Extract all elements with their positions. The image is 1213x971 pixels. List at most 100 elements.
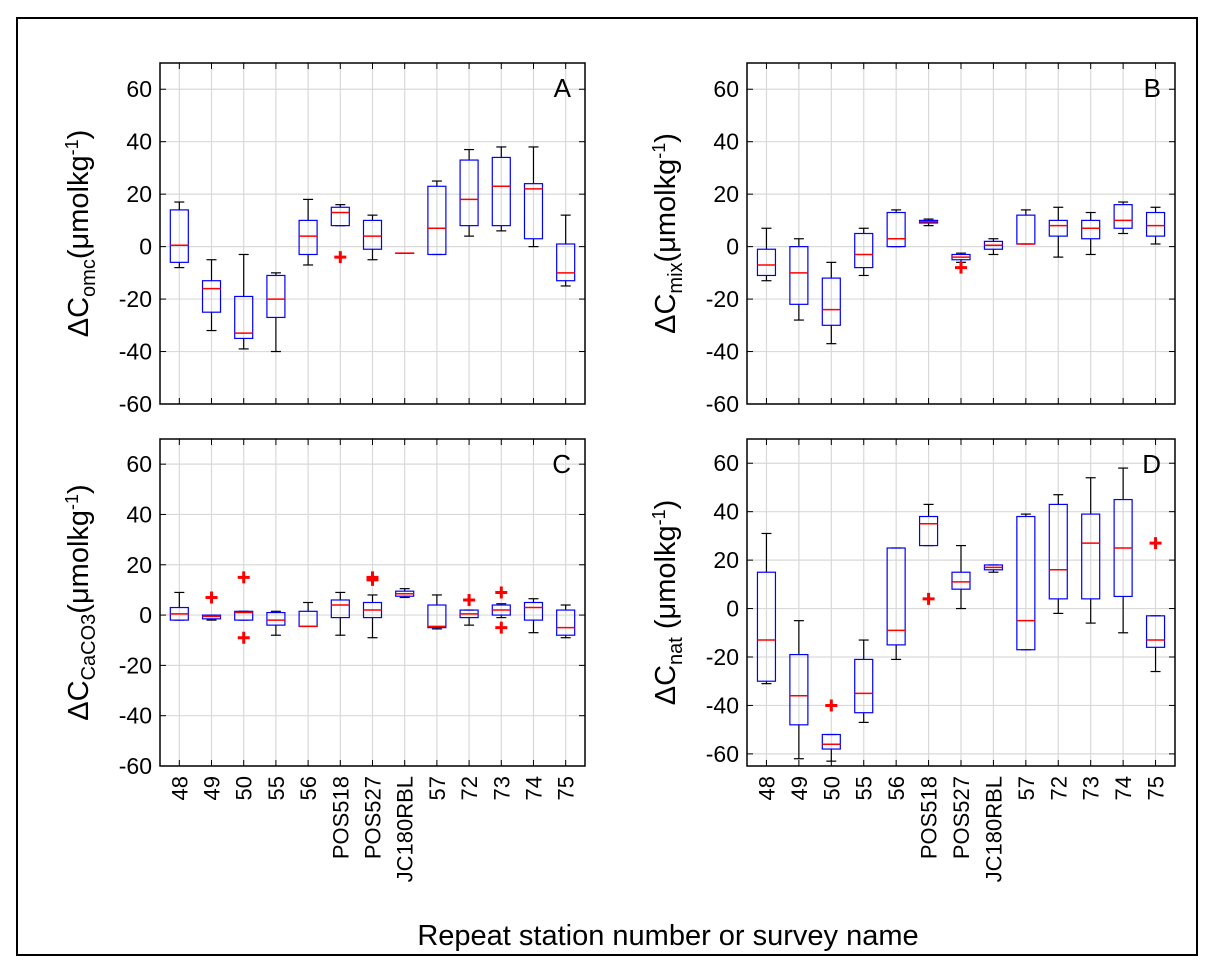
y-tick-label: 60: [713, 76, 739, 102]
box: [201, 280, 222, 313]
y-axis-label-base: ΔC: [650, 665, 682, 705]
box: [556, 243, 576, 282]
y-tick-label: -60: [706, 391, 739, 417]
outlier: [237, 631, 250, 644]
x-tick-label: 55: [264, 776, 289, 800]
box: [951, 571, 971, 590]
y-axis-label-sub: mix: [665, 262, 687, 293]
y-tick-label: 20: [713, 181, 739, 207]
x-tick-label: JC180RBL: [393, 776, 418, 882]
outlier: [334, 251, 347, 264]
y-axis-label-base: ΔC: [650, 294, 682, 334]
box: [362, 219, 383, 250]
box: [789, 653, 809, 726]
y-tick-label: 0: [139, 234, 152, 260]
box: [234, 610, 254, 621]
box: [234, 295, 254, 340]
x-tick-label: 57: [1014, 776, 1039, 800]
box: [523, 183, 544, 240]
x-tick-label: JC180RBL: [981, 776, 1006, 882]
box: [886, 211, 906, 248]
x-tick-label: POS518: [917, 776, 942, 859]
outlier: [463, 593, 476, 606]
x-tick-label: 50: [819, 776, 844, 800]
y-axis-label-sup: -1: [62, 139, 82, 155]
box: [886, 547, 906, 646]
y-tick-label: -60: [706, 741, 739, 767]
y-axis-label-end: ): [63, 484, 95, 494]
x-tick-label: 75: [1144, 776, 1169, 800]
x-tick-label: 56: [884, 776, 909, 800]
x-tick-label: 50: [232, 776, 257, 800]
y-tick-label: -60: [119, 753, 152, 779]
x-tick-label: 73: [489, 776, 514, 800]
box: [789, 246, 809, 305]
outlier: [495, 621, 508, 634]
x-tick-label: 72: [457, 776, 482, 800]
box: [918, 515, 939, 547]
x-tick-label: 56: [296, 776, 321, 800]
x-tick-label: 74: [521, 776, 546, 800]
y-axis-label-unit: (μmolkg: [650, 525, 682, 637]
outlier: [825, 699, 838, 712]
y-tick-label: 60: [713, 450, 739, 476]
y-axis-label-sub: CaCO3: [78, 614, 100, 681]
box: [1145, 615, 1166, 648]
y-tick-label: 0: [139, 602, 152, 628]
x-tick-label: 73: [1079, 776, 1104, 800]
plot-border: [159, 62, 586, 405]
panel-label: C: [552, 449, 571, 479]
panel-label: D: [1142, 449, 1161, 479]
x-tick-label: 48: [167, 776, 192, 800]
box: [266, 274, 286, 319]
y-tick-label: 40: [713, 499, 739, 525]
box: [427, 185, 447, 256]
y-tick-label: -60: [119, 391, 152, 417]
box: [821, 277, 841, 326]
y-axis-label: ΔCnat (μmolkg-1): [649, 500, 687, 706]
x-tick-label: 48: [754, 776, 779, 800]
x-tick-label: 49: [787, 776, 812, 800]
y-tick-label: 60: [126, 76, 152, 102]
x-tick-label: POS518: [328, 776, 353, 859]
y-tick-label: 0: [726, 596, 739, 622]
outlier: [1149, 537, 1162, 550]
outlier: [955, 261, 967, 274]
y-axis-label-base: ΔC: [63, 680, 95, 720]
y-tick-label: -40: [119, 339, 152, 365]
y-tick-label: 0: [726, 234, 739, 260]
panel-label: A: [554, 73, 572, 103]
y-tick-label: 20: [126, 552, 152, 578]
y-axis-label-unit: (μmolkg: [63, 155, 95, 259]
box: [1081, 219, 1101, 240]
box: [1145, 211, 1166, 237]
box: [854, 232, 874, 269]
y-axis-label-end: ): [650, 133, 682, 143]
box: [491, 156, 511, 227]
x-tick-label: 72: [1046, 776, 1071, 800]
figure-border: [16, 17, 1198, 956]
box: [1081, 513, 1101, 600]
outlier: [237, 571, 250, 584]
x-tick-label: 57: [425, 776, 450, 800]
x-tick-label: POS527: [361, 776, 386, 859]
plot-border: [746, 438, 1176, 767]
outlier: [366, 571, 379, 584]
box: [298, 219, 318, 256]
y-axis-label-sup: -1: [62, 494, 82, 510]
box: [821, 733, 841, 750]
y-tick-label: 20: [126, 181, 152, 207]
y-tick-label: -20: [119, 652, 152, 678]
y-tick-label: -40: [119, 703, 152, 729]
box: [1113, 204, 1133, 229]
plot-border: [746, 62, 1176, 405]
outlier: [205, 591, 218, 604]
box: [523, 601, 544, 621]
box: [556, 609, 576, 636]
y-tick-label: 40: [126, 501, 152, 527]
box: [459, 159, 479, 227]
y-tick-label: 40: [713, 129, 739, 155]
y-axis-label-base: ΔC: [63, 297, 95, 337]
box: [1016, 515, 1036, 651]
